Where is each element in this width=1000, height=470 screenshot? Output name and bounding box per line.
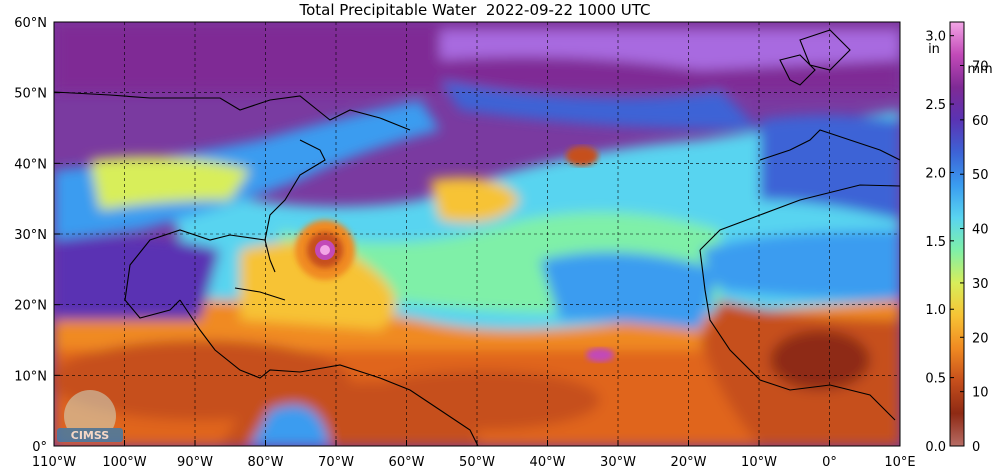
lon-label: 60°W [389,455,425,470]
logo-text: CIMSS [71,429,110,442]
in-tick-label: 1.0 [925,303,946,318]
lat-label: 40°N [14,157,47,172]
lon-label: 100°W [102,455,146,470]
lon-label: 30°W [600,455,636,470]
mm-tick-label: 60 [972,114,989,129]
colorbar-in-unit: in [928,42,940,57]
hurricane-moisture-swirl [295,220,355,280]
colorbar-mm-ticks: 70 60 50 40 30 20 10 0 [960,59,989,455]
lon-label: 10°W [741,455,777,470]
lat-label: 30°N [14,228,47,243]
latitude-labels: 60°N 50°N 40°N 30°N 20°N 10°N 0° [14,16,47,455]
mm-tick-label: 40 [972,223,989,238]
lat-label: 50°N [14,87,47,102]
lat-label: 10°N [14,369,47,384]
lon-label: 10°E [884,455,915,470]
in-tick-label: 1.5 [925,235,946,250]
mm-tick-label: 20 [972,331,989,346]
mm-tick-label: 0 [972,440,980,455]
lat-label: 20°N [14,299,47,314]
lon-label: 50°W [459,455,495,470]
mm-tick-label: 70 [972,59,989,74]
coastlines [54,29,900,446]
longitude-labels: 110°W 100°W 90°W 80°W 70°W 60°W 50°W 40°W 30°W 20… [32,455,916,470]
lat-label: 60°N [14,16,47,31]
mm-tick-label: 50 [972,168,989,183]
lon-label: 80°W [248,455,284,470]
lon-label: 110°W [32,455,76,470]
in-tick-label: 3.0 [925,30,946,45]
mm-tick-label: 30 [972,277,989,292]
map-title: Total Precipitable Water 2022-09-22 1000… [299,1,651,19]
in-tick-label: 0.5 [925,372,946,387]
colorbar-in-ticks: 3.0 2.5 2.0 1.5 1.0 0.5 0.0 [925,30,954,455]
colorbar: in mm 3.0 2.5 2.0 1.5 1.0 0.5 0.0 70 60 50 40 30 20… [925,21,993,455]
lat-lon-grid [53,21,901,447]
map-frame [53,21,901,447]
lon-label: 40°W [530,455,566,470]
mm-tick-label: 10 [972,386,989,401]
lon-label: 70°W [318,455,354,470]
lon-label: 90°W [177,455,213,470]
colorbar-mm-unit: mm [967,62,992,77]
lon-label: 20°W [671,455,707,470]
in-tick-label: 0.0 [925,440,946,455]
in-tick-label: 2.0 [925,166,946,181]
colorbar-gradient [949,21,965,447]
lat-label: 0° [32,440,47,455]
lon-label: 0° [822,455,837,470]
cimss-logo: CIMSS [57,390,123,442]
in-tick-label: 2.5 [925,98,946,113]
